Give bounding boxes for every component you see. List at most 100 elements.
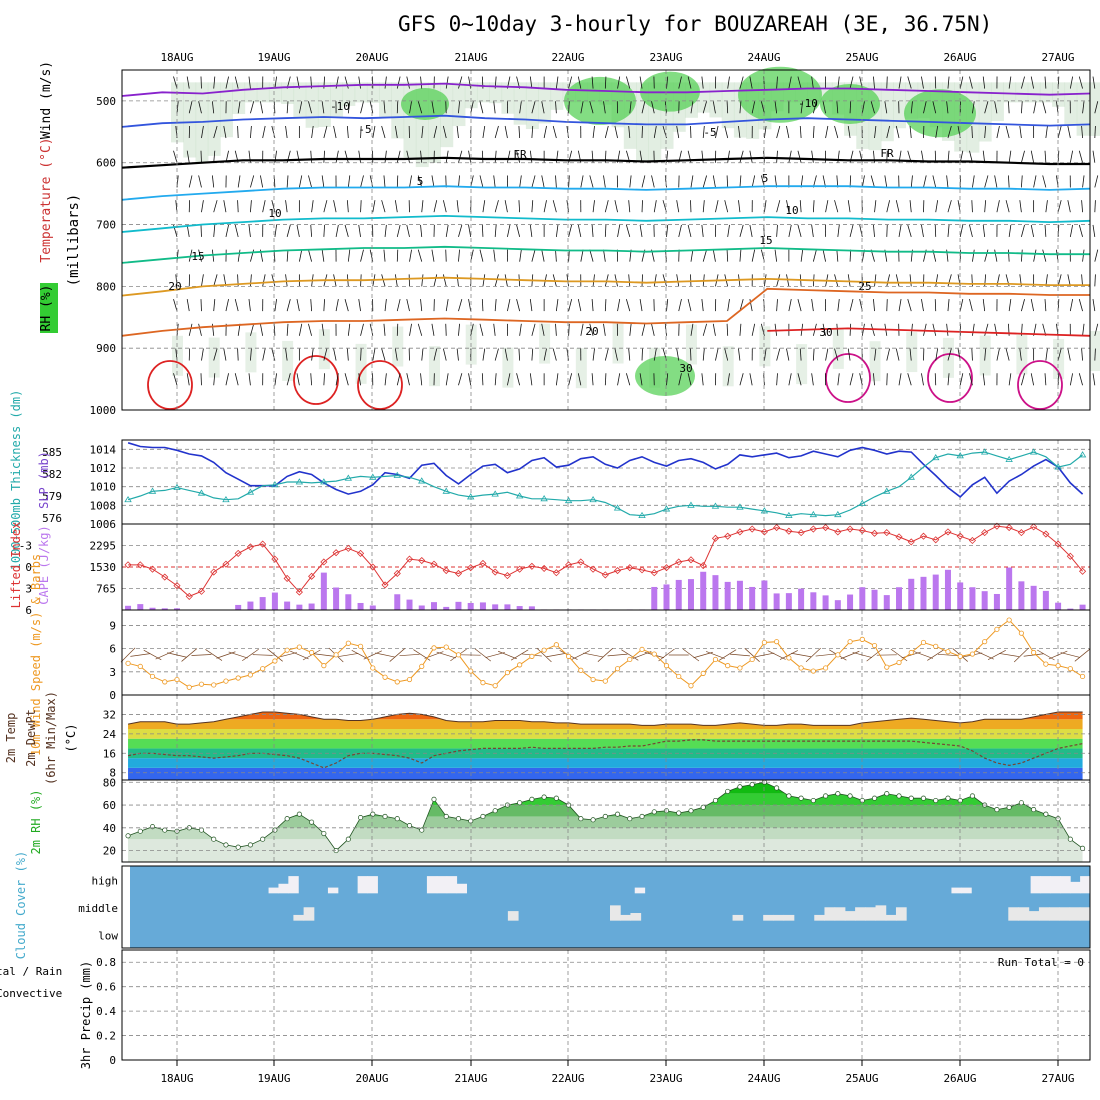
wind-barb (568, 323, 570, 336)
rh-cell (489, 82, 503, 104)
wind-barb (1020, 175, 1023, 188)
surface-wind-barb (815, 653, 836, 657)
li-marker (650, 569, 658, 577)
li-marker (418, 556, 426, 565)
li-marker (381, 581, 389, 589)
cape-bar (969, 587, 976, 610)
wind-barb (296, 299, 300, 312)
rh-marker (162, 827, 168, 833)
temp-tick: 8 (109, 767, 116, 780)
wind-barb (201, 274, 204, 287)
wind-speed-marker (896, 659, 902, 666)
wind-barb (372, 125, 376, 139)
wind-barb (234, 373, 239, 386)
surface-wind-barb (155, 650, 175, 660)
wind-speed-marker (639, 646, 645, 653)
cape-bar (798, 588, 805, 610)
wind-barb (701, 373, 704, 386)
li-marker (687, 556, 695, 564)
wind-barb (935, 125, 939, 139)
wind-barb (176, 101, 179, 114)
cape-bar (504, 604, 511, 610)
rh-marker (125, 833, 131, 839)
rh-cell (207, 82, 221, 156)
wind-barb (666, 373, 669, 386)
cloud-high-cell (1060, 876, 1071, 894)
rh-marker (247, 842, 253, 848)
wind-barb (481, 373, 484, 386)
wind-barb (1092, 224, 1096, 237)
rh-marker (1031, 807, 1037, 813)
wind-speed-marker (920, 639, 927, 646)
wind-barb (666, 299, 669, 312)
wind-speed-marker (957, 653, 963, 659)
rh-marker (284, 816, 290, 822)
surface-wind-barb (1060, 652, 1081, 658)
wind-speed-marker (419, 663, 425, 670)
wind-barb (935, 348, 939, 361)
wind-speed-marker (737, 665, 743, 671)
isotherm-25 (121, 287, 1090, 337)
wind-barb (274, 224, 277, 237)
wind-barb (456, 200, 459, 213)
wind-barb (690, 175, 694, 188)
wind-barb (1082, 175, 1085, 188)
wind-barb (225, 299, 229, 312)
wind-barb (972, 175, 975, 188)
li-marker (944, 528, 952, 536)
rh-cell (171, 82, 184, 143)
wind-barb (213, 200, 218, 213)
wind-barb (394, 125, 398, 139)
wind-barb (1019, 125, 1022, 139)
wind-barb (274, 299, 277, 312)
rh-cell (721, 82, 735, 129)
li-marker (295, 588, 303, 596)
wind-barb (797, 298, 802, 312)
wind-barb (715, 200, 719, 213)
wind-barb (797, 373, 802, 386)
wind-speed-marker (945, 649, 951, 655)
slp-axis-label: SLP (mb) (37, 451, 51, 509)
surface-wind-barb (536, 647, 552, 663)
wind-barb (173, 298, 178, 312)
li-marker (785, 527, 793, 535)
wind-speed-marker (480, 680, 486, 686)
wind-barb (494, 125, 499, 139)
wind-barb (237, 323, 241, 336)
wind-barb (1069, 224, 1074, 237)
wind-speed-marker (272, 658, 278, 664)
isotherm-10 (121, 214, 1091, 233)
wind-barb (799, 200, 802, 213)
wind-barb (739, 323, 742, 336)
wind-barb (308, 101, 312, 114)
rh-shading (147, 66, 1100, 410)
wind-barb (358, 373, 361, 386)
cloud-middle-cell (763, 914, 774, 921)
wind-barb (394, 348, 398, 361)
wind-barb (250, 175, 255, 188)
wind-speed-marker (541, 647, 547, 653)
wind-barb (1019, 348, 1022, 361)
wind-barb (935, 274, 939, 287)
rh-marker (676, 810, 682, 816)
wind-legend-label: Wind (m/s) (39, 61, 54, 139)
wind-barb (1033, 175, 1037, 188)
wind-barb (555, 299, 559, 312)
wind-barb (250, 125, 252, 139)
wind-barb (1044, 299, 1047, 312)
wind-barb (800, 101, 804, 114)
wind-barb (529, 373, 533, 386)
wind-barb (946, 175, 949, 188)
cape-bar (736, 580, 743, 610)
wind-barb (994, 101, 998, 114)
rh-marker (1018, 800, 1024, 806)
wind-speed-marker (198, 681, 205, 687)
wind-barb (676, 125, 680, 139)
precip-tick: 0.4 (96, 1005, 116, 1018)
wind-barb (982, 150, 986, 163)
li-marker (724, 532, 732, 540)
wind-barb (837, 224, 840, 237)
wind-barb (760, 101, 765, 114)
wind-speed-marker (884, 664, 890, 670)
temp-line (128, 711, 1083, 726)
